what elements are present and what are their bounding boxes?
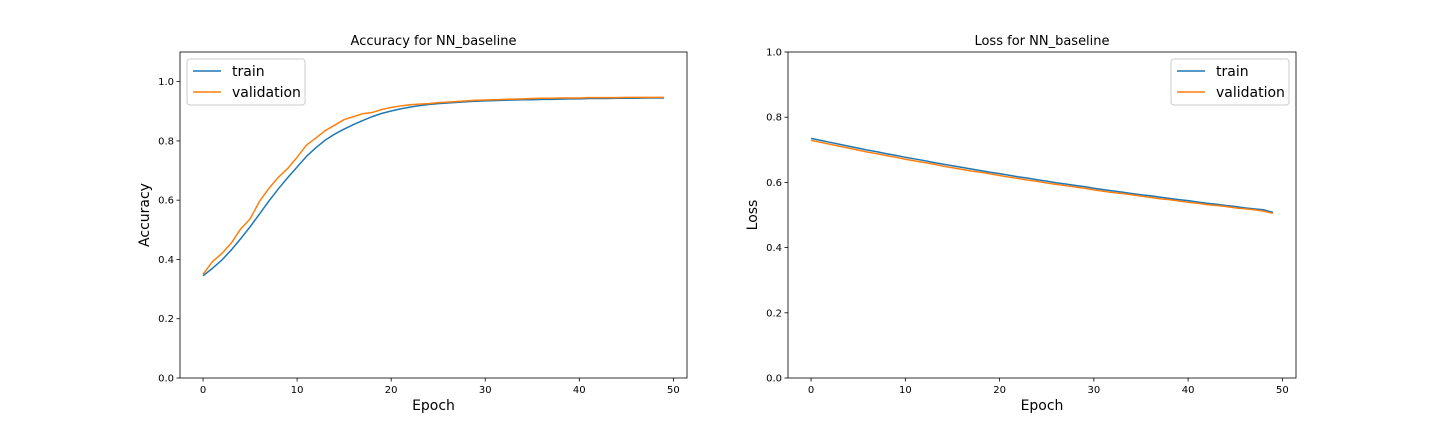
x-tick-label: 0 xyxy=(200,385,206,396)
y-tick-label: 0.8 xyxy=(158,136,174,147)
series-line-train xyxy=(810,137,1274,214)
y-tick-label: 0.4 xyxy=(158,255,174,266)
x-tick-label: 0 xyxy=(808,385,814,396)
x-tick-label: 20 xyxy=(385,385,398,396)
chart-title: Loss for NN_baseline xyxy=(974,34,1109,49)
y-tick-label: 1.0 xyxy=(158,77,174,88)
y-tick-label: 0.8 xyxy=(766,113,782,124)
chart-panel-1: 0 10 20 30 40 50 0.0 0.2 0.4 0.6 0.8 1.0 Loss for NN… xyxy=(745,34,1297,414)
plot-frame xyxy=(787,51,1297,379)
y-axis-label: Accuracy xyxy=(137,183,153,247)
x-axis-label: Epoch xyxy=(412,398,455,414)
x-tick-label: 40 xyxy=(573,385,586,396)
y-tick-label: 0.2 xyxy=(766,308,782,319)
legend: train validation xyxy=(186,58,306,106)
x-tick-label: 30 xyxy=(1087,385,1100,396)
x-tick-label: 40 xyxy=(1182,385,1195,396)
legend-label-validation: validation xyxy=(232,85,301,101)
plot-frame xyxy=(179,51,688,379)
y-axis-label: Loss xyxy=(745,200,761,231)
legend-label-train: train xyxy=(1216,64,1249,80)
x-tick-label: 30 xyxy=(479,385,492,396)
x-tick-label: 10 xyxy=(291,385,304,396)
y-tick-label: 0.2 xyxy=(158,314,174,325)
chart-panel-0: 0 10 20 30 40 50 0.0 0.2 0.4 0.6 0.8 1.0 Accuracy fo… xyxy=(137,34,688,414)
y-tick-label: 0.0 xyxy=(766,374,782,385)
y-tick-label: 0.6 xyxy=(158,196,174,207)
y-tick-label: 0.6 xyxy=(766,178,782,189)
series-line-validation xyxy=(202,96,664,275)
x-tick-label: 50 xyxy=(667,385,680,396)
x-tick-label: 50 xyxy=(1276,385,1289,396)
chart-title: Accuracy for NN_baseline xyxy=(351,34,517,49)
x-tick-label: 10 xyxy=(899,385,912,396)
series-line-train xyxy=(202,97,664,277)
y-tick-label: 0.4 xyxy=(766,243,782,254)
y-tick-label: 0.0 xyxy=(158,374,174,385)
x-tick-label: 20 xyxy=(993,385,1006,396)
panels: 0 10 20 30 40 50 0.0 0.2 0.4 0.6 0.8 1.0 Accuracy fo… xyxy=(137,34,1297,414)
y-tick-label: 1.0 xyxy=(766,48,782,59)
x-axis-label: Epoch xyxy=(1021,398,1064,414)
legend: train validation xyxy=(1170,58,1290,106)
legend-label-train: train xyxy=(232,64,265,80)
series-line-validation xyxy=(810,139,1274,215)
legend-label-validation: validation xyxy=(1216,85,1285,101)
